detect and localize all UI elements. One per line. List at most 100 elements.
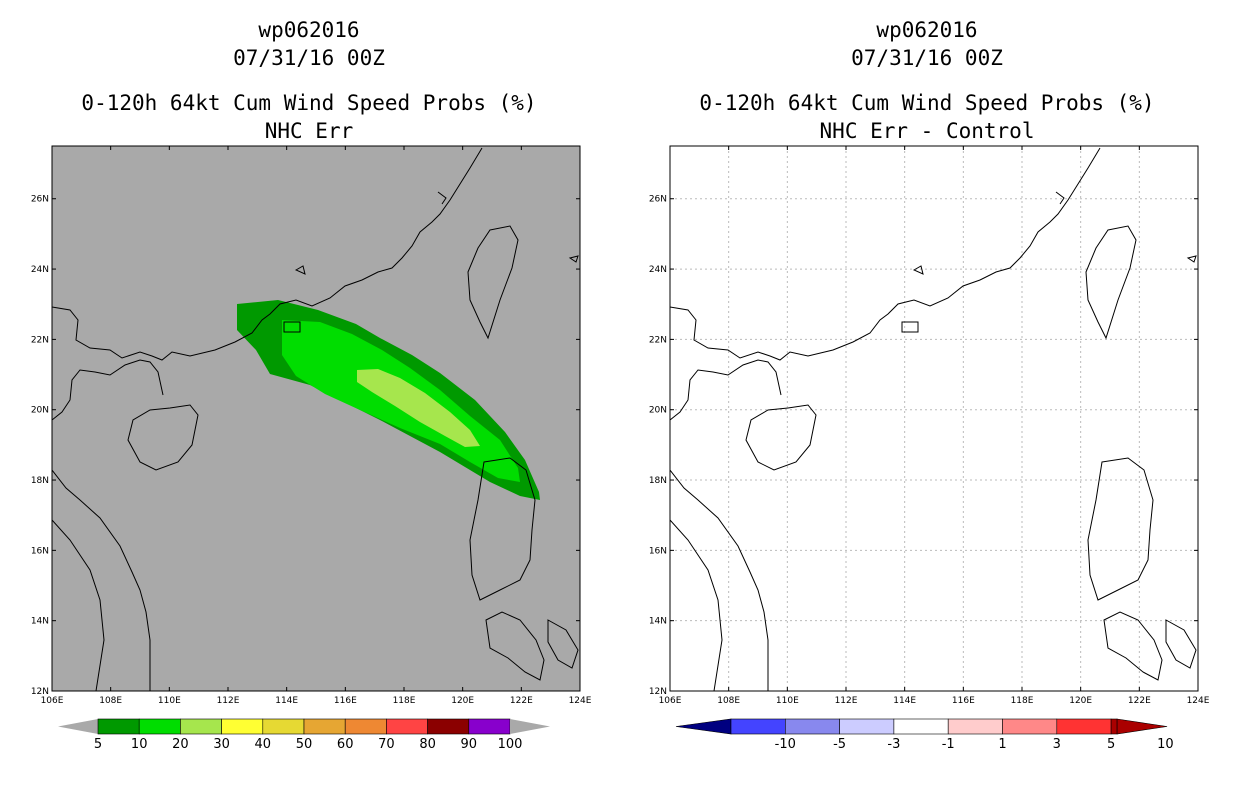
right-coastlines	[670, 147, 1197, 691]
left-colorbar-swatch	[344, 718, 387, 735]
prob-contour-20-30	[357, 369, 480, 447]
left-map-frame	[51, 145, 581, 692]
left-lon-tick-label: 118E	[393, 696, 416, 706]
left-lat-tick-label: 18N	[31, 476, 49, 486]
right-colorbar: -10 -5 -3 -1 1 3 5 10	[675, 718, 1174, 752]
left-colorbar-label: 50	[296, 737, 313, 752]
left-lat-tick-label: 26N	[31, 195, 49, 205]
right-colorbar-swatch	[1110, 718, 1118, 735]
right-colorbar-swatch	[1002, 718, 1058, 735]
right-colorbar-label: -10	[775, 737, 796, 752]
right-lat-tick-label: 18N	[649, 476, 667, 486]
left-lat-tick-label: 12N	[31, 687, 49, 697]
right-lon-tick-label: 106E	[659, 696, 682, 706]
left-colorbar-swatch	[221, 718, 264, 735]
right-lon-tick-label: 112E	[835, 696, 858, 706]
right-colorbar-swatch	[785, 718, 840, 735]
left-colorbar-swatch	[303, 718, 346, 735]
right-colorbar-label: -1	[942, 737, 955, 752]
right-lon-tick-label: 116E	[952, 696, 975, 706]
left-colorbar-label: 70	[378, 737, 395, 752]
left-colorbar-label: 5	[94, 737, 102, 752]
right-product-title: 0-120h 64kt Cum Wind Speed Probs (%)	[699, 91, 1155, 115]
right-gridlines	[670, 146, 1198, 691]
right-subtitle: NHC Err - Control	[819, 119, 1035, 143]
right-storm-id: wp062016	[876, 18, 978, 42]
left-product-title: 0-120h 64kt Cum Wind Speed Probs (%)	[81, 91, 537, 115]
left-lat-tick-label: 16N	[31, 546, 49, 556]
left-datetime: 07/31/16 00Z	[233, 46, 385, 70]
left-colorbar-swatch	[262, 718, 305, 735]
left-lon-tick-label: 114E	[275, 696, 298, 706]
left-lat-tick-label: 24N	[31, 265, 49, 275]
right-lon-tick-label: 118E	[1011, 696, 1034, 706]
right-lat-tick-label: 12N	[649, 687, 667, 697]
right-lon-tick-label: 122E	[1128, 696, 1151, 706]
left-colorbar-label: 80	[419, 737, 436, 752]
right-lon-tick-label: 114E	[893, 696, 916, 706]
right-colorbar-label: 1	[998, 737, 1006, 752]
left-colorbar-swatch	[468, 718, 511, 735]
right-map-frame	[669, 145, 1199, 692]
left-colorbar-label: 90	[461, 737, 478, 752]
right-colorbar-label: -3	[887, 737, 900, 752]
right-lon-tick-label: 110E	[776, 696, 799, 706]
left-lon-tick-label: 110E	[158, 696, 181, 706]
left-colorbar-low-triangle	[58, 719, 98, 734]
left-lon-tick-label: 122E	[510, 696, 533, 706]
left-subtitle: NHC Err	[264, 119, 354, 143]
right-colorbar-high-triangle	[1116, 718, 1168, 735]
right-colorbar-swatch	[1056, 718, 1112, 735]
left-colorbar-high-triangle	[510, 719, 550, 734]
right-colorbar-swatch	[730, 718, 786, 735]
right-lat-tick-label: 26N	[649, 195, 667, 205]
right-lon-tick-label: 124E	[1187, 696, 1210, 706]
left-map: 106E 108E 110E 112E 114E 116E 118E 120E 122E 124E…	[31, 145, 592, 752]
right-colorbar-swatch	[839, 718, 895, 735]
left-lat-tick-label: 20N	[31, 406, 49, 416]
right-map-background	[670, 146, 1198, 691]
right-colorbar-label: 5	[1107, 737, 1115, 752]
right-lon-tick-label: 120E	[1069, 696, 1092, 706]
left-lon-tick-label: 112E	[217, 696, 240, 706]
left-colorbar-swatch	[180, 718, 222, 735]
right-datetime: 07/31/16 00Z	[851, 46, 1003, 70]
left-lon-tick-label: 124E	[569, 696, 592, 706]
left-colorbar-label: 40	[255, 737, 272, 752]
left-colorbar-label: 30	[213, 737, 230, 752]
left-axis-ticks: 106E 108E 110E 112E 114E 116E 118E 120E 122E 124E…	[31, 146, 592, 706]
left-colorbar-label: 60	[337, 737, 354, 752]
right-colorbar-swatch	[893, 718, 949, 735]
left-colorbar-swatch	[97, 718, 140, 735]
right-lat-tick-label: 24N	[649, 265, 667, 275]
right-lat-tick-label: 16N	[649, 546, 667, 556]
right-panel: wp062016 07/31/16 00Z 0-120h 64kt Cum Wi…	[618, 0, 1236, 800]
left-colorbar-swatch	[427, 718, 470, 735]
left-colorbar-swatch	[138, 718, 181, 735]
right-colorbar-label: 10	[1157, 737, 1174, 752]
right-lon-tick-label: 108E	[717, 696, 740, 706]
left-colorbar-label: 10	[131, 737, 148, 752]
right-axis-ticks: 106E 108E 110E 112E 114E 116E 118E 120E 122E 124E…	[649, 146, 1210, 706]
right-lat-tick-label: 20N	[649, 406, 667, 416]
left-coastlines	[52, 147, 579, 691]
left-lon-tick-label: 106E	[41, 696, 64, 706]
left-colorbar-swatch	[386, 718, 428, 735]
right-lat-tick-label: 14N	[649, 617, 667, 627]
right-colorbar-swatch	[947, 718, 1003, 735]
left-colorbar-label: 20	[172, 737, 189, 752]
left-lon-tick-label: 116E	[334, 696, 357, 706]
right-map: 106E 108E 110E 112E 114E 116E 118E 120E 122E 124E…	[649, 145, 1210, 752]
left-colorbar-label: 100	[498, 737, 523, 752]
left-lat-tick-label: 22N	[31, 335, 49, 345]
right-lat-tick-label: 22N	[649, 335, 667, 345]
left-colorbar: 5 10 20 30 40 50 60 70 80 90 100	[58, 718, 550, 752]
left-storm-id: wp062016	[258, 18, 360, 42]
left-lat-tick-label: 14N	[31, 617, 49, 627]
left-lon-tick-label: 108E	[99, 696, 122, 706]
right-colorbar-low-triangle	[675, 718, 732, 735]
right-colorbar-label: 3	[1053, 737, 1061, 752]
left-lon-tick-label: 120E	[451, 696, 474, 706]
right-colorbar-label: -5	[833, 737, 846, 752]
left-panel: wp062016 07/31/16 00Z 0-120h 64kt Cum Wi…	[31, 18, 592, 752]
